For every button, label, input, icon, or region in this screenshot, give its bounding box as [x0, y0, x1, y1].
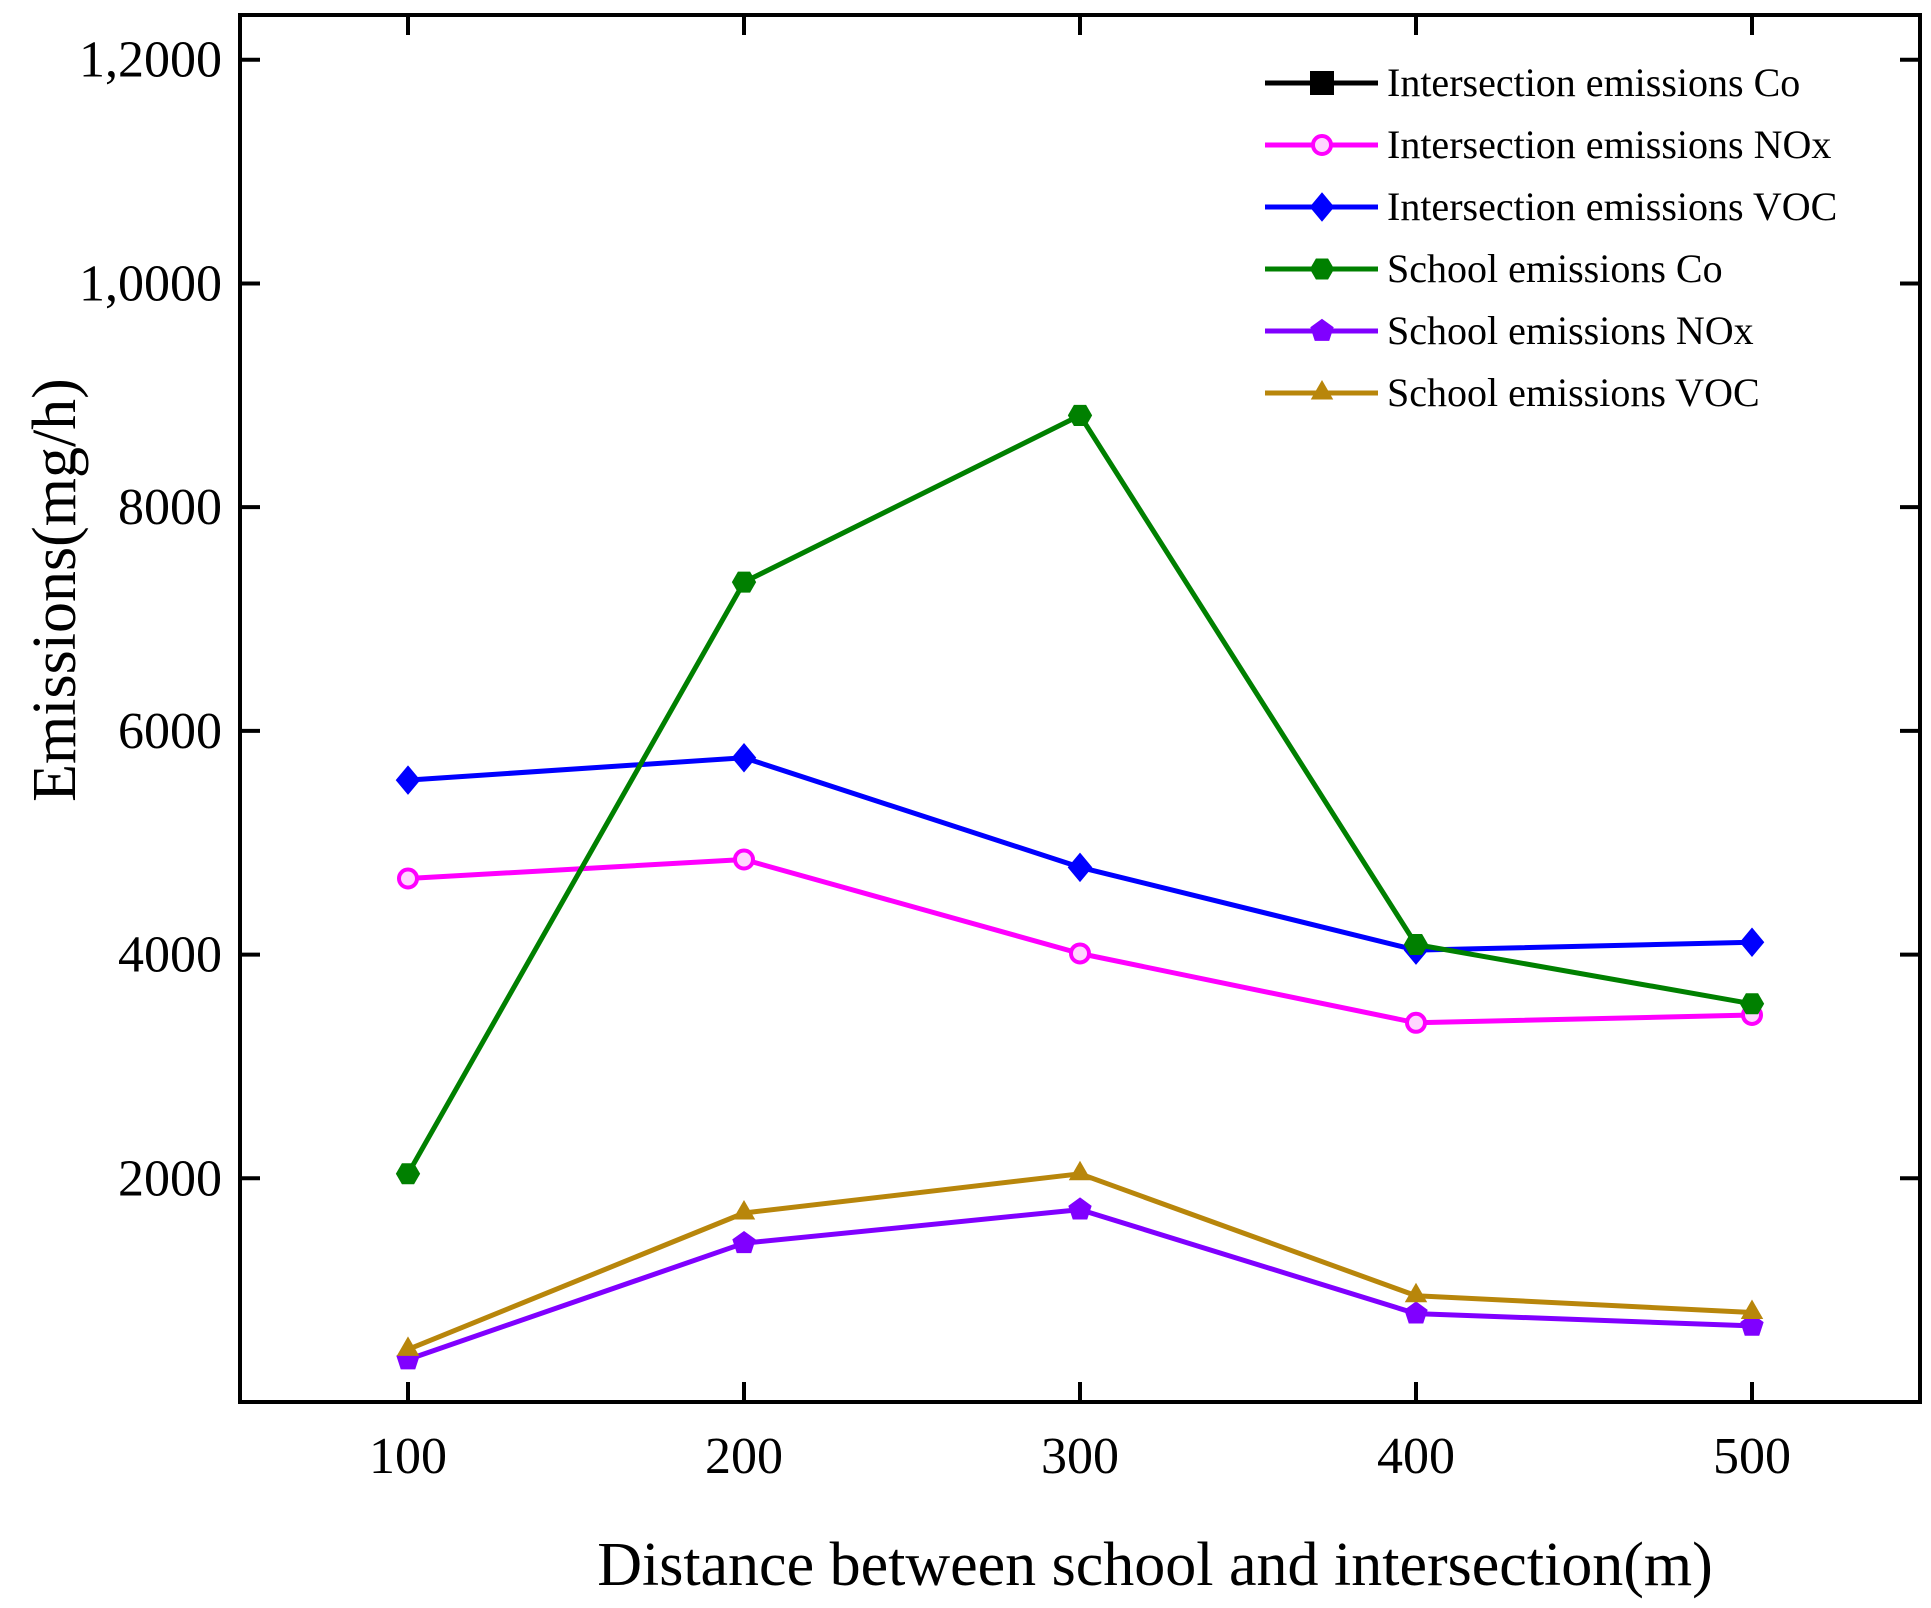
legend-marker — [1310, 318, 1334, 341]
legend-marker — [1311, 134, 1333, 156]
data-point — [731, 571, 757, 593]
series-line — [407, 857, 1753, 1026]
y-tick-label: 1,2000 — [79, 32, 222, 89]
legend-marker — [1310, 71, 1334, 95]
legend: Intersection emissions Co Intersection em… — [1265, 60, 1837, 415]
data-point — [732, 1230, 756, 1254]
legend-item: Intersection emissions Co — [1265, 60, 1800, 105]
legend-item: School emissions Co — [1265, 246, 1723, 291]
x-tick-label: 200 — [705, 1428, 783, 1485]
legend-label: School emissions VOC — [1387, 370, 1760, 415]
series-layer — [395, 404, 1765, 1370]
y-tick-label: 1,0000 — [79, 255, 222, 312]
legend-label: School emissions NOx — [1387, 308, 1754, 353]
data-point — [1067, 404, 1093, 426]
legend-marker — [1309, 192, 1335, 222]
x-tick-label: 500 — [1713, 1428, 1791, 1485]
axes: 100 200 300 400 500 2000 4000 6000 8000 1,0000 1,2… — [79, 13, 1922, 1485]
legend-item: School emissions NOx — [1265, 308, 1754, 353]
data-point — [1068, 1160, 1092, 1181]
data-point — [395, 765, 421, 795]
legend-marker — [1309, 258, 1335, 280]
legend-item: School emissions VOC — [1265, 370, 1760, 415]
legend-item: Intersection emissions NOx — [1265, 122, 1831, 167]
legend-item: Intersection emissions VOC — [1265, 184, 1837, 229]
data-point — [1740, 1299, 1764, 1319]
series-6 — [396, 1160, 1764, 1356]
y-tick-label: 6000 — [118, 703, 222, 760]
legend-label: Intersection emissions NOx — [1387, 122, 1831, 167]
y-tick-label: 2000 — [118, 1150, 222, 1207]
data-point — [1404, 1301, 1428, 1324]
series-3 — [395, 742, 1765, 965]
data-point — [1739, 927, 1765, 958]
data-point — [1404, 1282, 1428, 1303]
data-point — [397, 867, 419, 890]
data-point — [1403, 934, 1429, 955]
legend-label: School emissions Co — [1387, 246, 1723, 291]
data-point — [395, 1163, 421, 1185]
data-point — [732, 1199, 756, 1220]
x-axis-title: Distance between school and intersection… — [597, 1531, 1713, 1599]
legend-marker — [1310, 379, 1334, 400]
x-tick-label: 300 — [1041, 1428, 1119, 1485]
data-point — [1740, 1313, 1764, 1336]
series-line — [407, 1207, 1753, 1362]
data-point — [396, 1336, 420, 1356]
data-point — [733, 848, 755, 871]
data-point — [1739, 993, 1765, 1015]
data-point — [1405, 1011, 1427, 1034]
series-4 — [395, 404, 1765, 1185]
data-point — [1068, 1197, 1092, 1220]
y-axis-title: Emissions(mg/h) — [21, 378, 89, 802]
legend-label: Intersection emissions VOC — [1387, 184, 1837, 229]
y-tick-label: 4000 — [118, 927, 222, 984]
data-point — [731, 742, 757, 773]
y-tick-label: 8000 — [118, 479, 222, 536]
x-tick-label: 100 — [369, 1428, 447, 1485]
series-5 — [396, 1197, 1764, 1370]
data-point — [1069, 942, 1091, 965]
data-point — [1067, 852, 1093, 883]
series-line — [405, 412, 1753, 1176]
x-tick-label: 400 — [1377, 1428, 1455, 1485]
legend-label: Intersection emissions Co — [1387, 60, 1800, 105]
